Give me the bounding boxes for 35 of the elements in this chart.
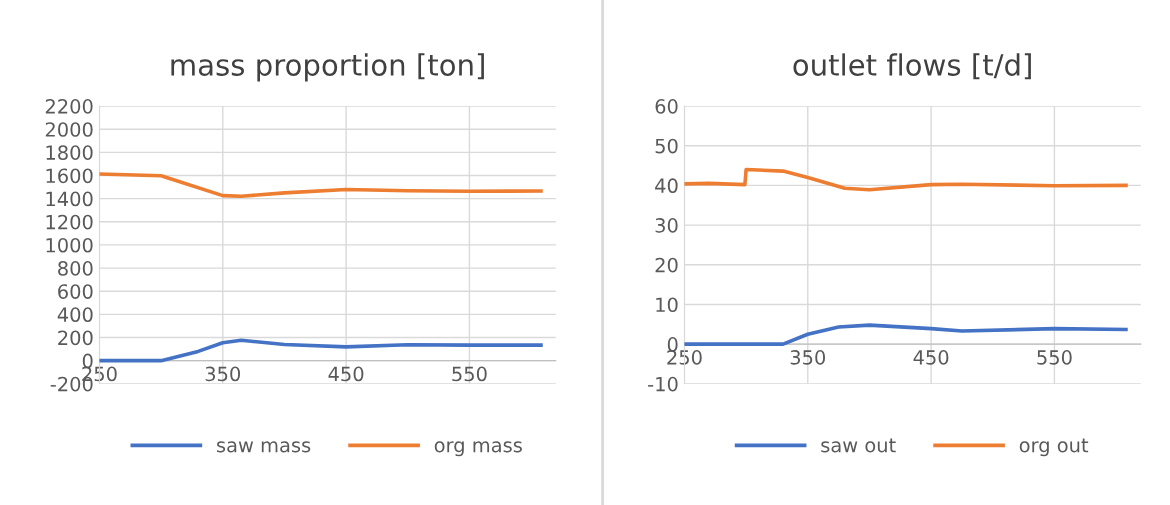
- line-series: [99, 172, 543, 199]
- x-tick-label: 550: [1037, 350, 1072, 365]
- y-tick-label: -10: [648, 376, 678, 392]
- y-tick-label: 40: [655, 178, 678, 194]
- y-tick-label: 2200: [45, 99, 93, 114]
- y-tick-label: 600: [58, 284, 93, 299]
- y-tick-label: 0: [667, 337, 678, 352]
- chart-title: outlet flows [t/d]: [793, 53, 1031, 80]
- y-tick-label: 800: [58, 261, 93, 276]
- y-tick-label: 1800: [46, 145, 93, 161]
- y-tick-label: 1400: [46, 191, 93, 207]
- x-tick-label: 350: [205, 366, 241, 382]
- y-tick-label: 1200: [46, 214, 93, 230]
- line-series: [684, 323, 1128, 346]
- legend-label: saw out: [821, 438, 896, 453]
- chart-title: mass proportion [ton]: [171, 53, 484, 82]
- x-tick-label: 450: [328, 366, 364, 382]
- line-series: [99, 338, 543, 363]
- legend-label: org out: [1019, 438, 1089, 457]
- legend-label: org mass: [434, 441, 522, 457]
- y-tick-label: 1000: [46, 237, 93, 253]
- y-tick-label: 10: [656, 297, 678, 313]
- y-tick-label: 20: [655, 257, 678, 273]
- y-tick-label: 50: [655, 138, 678, 154]
- legend-label: saw mass: [216, 441, 311, 453]
- y-tick-label: 200: [58, 330, 93, 346]
- y-tick-label: 1600: [46, 168, 93, 184]
- x-tick-label: 450: [913, 350, 949, 365]
- y-tick-label: 400: [57, 307, 93, 323]
- x-tick-label: 350: [790, 350, 826, 365]
- line-series: [684, 167, 1128, 192]
- y-tick-label: 60: [655, 99, 678, 114]
- y-tick-label: 30: [655, 218, 678, 233]
- y-tick-label: 2000: [45, 122, 93, 137]
- x-tick-label: 550: [452, 366, 487, 382]
